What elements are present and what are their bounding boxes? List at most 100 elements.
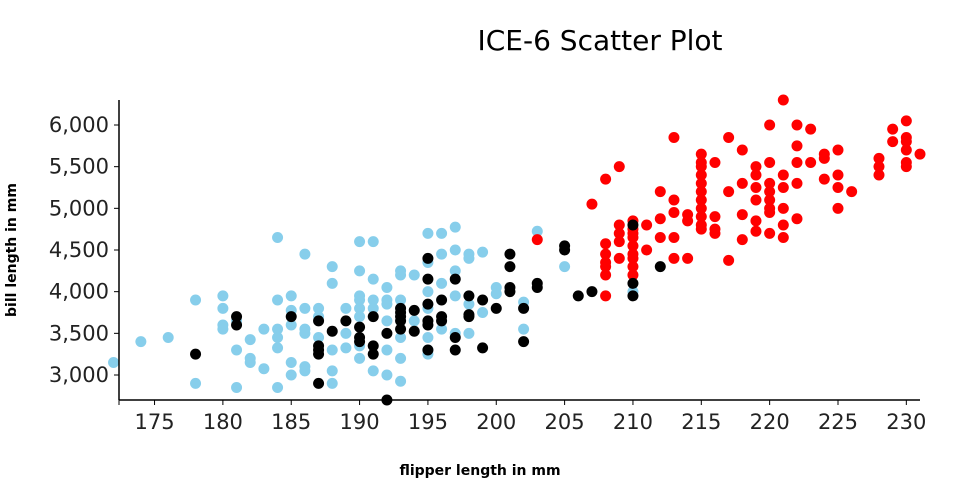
x-axis-label: flipper length in mm: [399, 463, 560, 479]
data-point: [231, 344, 243, 356]
data-point: [654, 232, 666, 243]
data-point: [381, 344, 393, 356]
data-point: [340, 327, 352, 339]
data-point: [750, 161, 762, 173]
data-point: [272, 232, 284, 243]
x-tick-label: 220: [750, 410, 790, 434]
data-point: [436, 315, 448, 327]
data-point: [422, 252, 434, 264]
data-point: [613, 161, 625, 173]
data-point: [354, 321, 366, 333]
data-point: [244, 334, 256, 346]
data-point: [463, 311, 475, 323]
data-point: [668, 194, 680, 206]
data-point: [559, 244, 571, 256]
data-point: [367, 236, 379, 248]
data-point: [367, 365, 379, 377]
data-point: [326, 344, 338, 356]
data-point: [791, 140, 803, 152]
y-tick-label: 4,000: [49, 280, 109, 304]
data-point: [914, 148, 926, 160]
data-point: [586, 286, 598, 298]
data-point: [887, 123, 899, 135]
data-point: [764, 157, 776, 168]
data-point: [463, 298, 475, 310]
data-point: [285, 357, 297, 368]
data-point: [395, 323, 407, 335]
data-point: [750, 169, 762, 181]
data-point: [272, 342, 284, 354]
data-point: [750, 194, 762, 206]
data-point: [791, 119, 803, 131]
data-point: [436, 277, 448, 289]
data-point: [764, 186, 776, 198]
data-point: [367, 340, 379, 352]
data-point: [490, 288, 502, 300]
data-point: [641, 219, 653, 231]
data-point: [586, 198, 598, 210]
data-point: [463, 252, 475, 264]
data-point: [395, 375, 407, 387]
data-point: [436, 227, 448, 239]
data-point: [299, 248, 311, 260]
data-point: [900, 136, 912, 148]
data-point: [436, 248, 448, 260]
series-1: [531, 94, 926, 302]
x-tick-label: 200: [476, 410, 516, 434]
data-point: [791, 213, 803, 225]
data-point: [367, 273, 379, 285]
data-point: [613, 236, 625, 248]
data-point: [627, 261, 639, 273]
data-point: [504, 261, 516, 273]
data-point: [832, 202, 844, 214]
data-point: [518, 323, 530, 335]
data-point: [572, 290, 584, 302]
data-point: [340, 302, 352, 314]
data-point: [750, 225, 762, 237]
data-point: [422, 273, 434, 285]
data-point: [449, 332, 461, 343]
data-point: [805, 157, 817, 168]
data-point: [231, 311, 243, 323]
data-point: [627, 290, 639, 302]
data-point: [477, 246, 489, 258]
data-point: [791, 177, 803, 189]
data-point: [463, 327, 475, 339]
data-point: [818, 152, 830, 164]
data-point: [832, 182, 844, 193]
series-0: [108, 221, 639, 393]
data-point: [313, 302, 325, 314]
x-tick-label: 210: [613, 410, 653, 434]
data-point: [340, 342, 352, 354]
data-point: [217, 290, 229, 302]
data-point: [422, 227, 434, 239]
data-point: [354, 336, 366, 348]
data-point: [791, 157, 803, 168]
data-point: [340, 315, 352, 327]
y-tick-label: 3,500: [49, 321, 109, 345]
data-point: [695, 194, 707, 206]
data-point: [627, 232, 639, 243]
points-layer: [108, 94, 926, 406]
data-point: [709, 227, 721, 239]
data-point: [695, 177, 707, 189]
data-point: [723, 132, 735, 143]
data-point: [654, 261, 666, 273]
data-point: [764, 177, 776, 189]
data-point: [162, 332, 174, 343]
y-axis-label: bill length in mm: [4, 183, 20, 317]
data-point: [627, 219, 639, 231]
data-point: [777, 202, 789, 214]
data-point: [395, 294, 407, 306]
data-point: [190, 348, 202, 360]
data-point: [600, 290, 612, 302]
y-tick-label: 6,000: [49, 113, 109, 137]
data-point: [736, 234, 748, 246]
x-ticks: 175 180 185 190 195 200 205 210 215 220 225 230: [118, 400, 926, 434]
data-point: [408, 325, 420, 337]
data-point: [668, 232, 680, 243]
data-point: [600, 173, 612, 185]
data-point: [285, 369, 297, 381]
data-point: [600, 261, 612, 273]
data-point: [258, 363, 270, 375]
